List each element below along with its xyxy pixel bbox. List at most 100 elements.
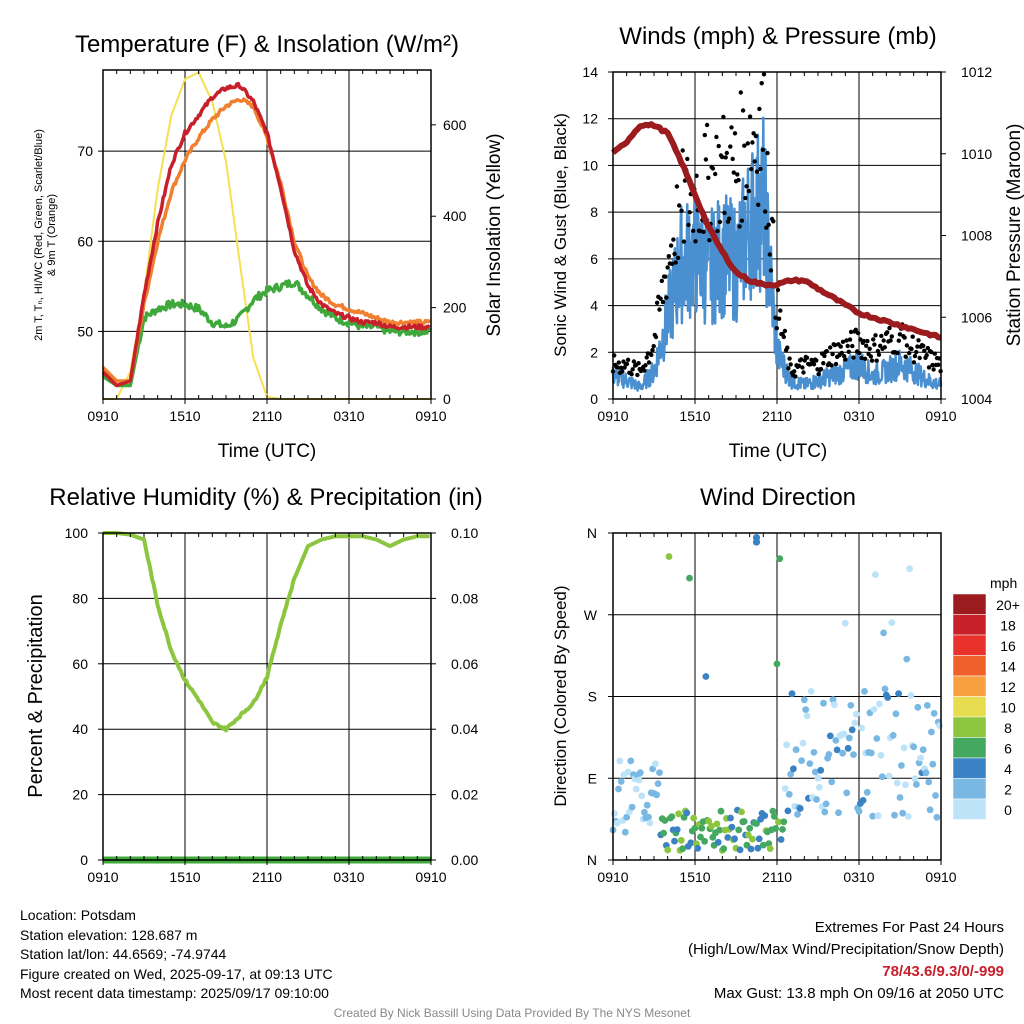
gust-point <box>643 363 648 368</box>
gust-point <box>873 333 878 338</box>
gust-point <box>930 362 935 368</box>
gust-point <box>720 154 725 160</box>
direction-point <box>794 811 801 818</box>
gust-point <box>832 342 838 348</box>
legend-swatch <box>952 593 987 615</box>
gust-point <box>792 369 797 374</box>
direction-point <box>891 811 898 819</box>
gust-point <box>745 141 750 146</box>
legend-swatch <box>952 778 987 800</box>
gust-point <box>642 368 647 373</box>
direction-point <box>858 724 866 732</box>
pressure-line <box>610 121 942 341</box>
gust-point <box>636 361 641 366</box>
direction-point <box>877 751 885 759</box>
direction-point <box>781 785 789 792</box>
direction-point <box>806 760 814 767</box>
x-tick-label: 0310 <box>333 869 364 885</box>
y2-tick-label: 0.10 <box>451 525 478 541</box>
x-tick-label: 2110 <box>762 408 792 424</box>
direction-point <box>881 685 889 693</box>
direction-point <box>907 692 915 699</box>
gust-point <box>816 371 821 377</box>
gust-point <box>801 370 806 375</box>
direction-point <box>649 765 656 773</box>
direction-point <box>816 783 823 791</box>
direction-point <box>671 837 678 845</box>
direction-point <box>776 555 784 563</box>
legend-label: 6 <box>1004 741 1012 757</box>
series-line <box>102 279 432 388</box>
gust-point <box>757 106 762 112</box>
gust-point <box>721 114 726 120</box>
gust-point <box>781 334 786 340</box>
gust-point <box>668 243 674 248</box>
max-gust-text: Max Gust: 13.8 mph On 09/16 at 2050 UTC <box>713 985 1004 1002</box>
direction-point <box>747 845 755 853</box>
recent-timestamp-text: Most recent data timestamp: 2025/09/17 0… <box>20 985 329 1001</box>
direction-point <box>638 792 646 800</box>
gust-point <box>830 351 835 357</box>
y-tick-label: 10 <box>582 157 598 173</box>
series-line <box>101 81 431 388</box>
gust-point <box>876 352 882 357</box>
gust-point <box>759 81 764 86</box>
gust-point <box>754 169 760 174</box>
direction-point <box>884 694 892 701</box>
temperature-title: Temperature (F) & Insolation (W/m²) <box>75 31 459 58</box>
direction-point <box>701 837 708 845</box>
direction-point <box>832 737 840 744</box>
legend-title: mph <box>990 575 1017 591</box>
gust-point <box>724 150 729 156</box>
gust-point <box>902 335 907 340</box>
direction-point <box>828 778 836 786</box>
direction-point <box>627 757 635 765</box>
y2-tick-label: 0.04 <box>451 721 478 737</box>
x-tick-label: 2110 <box>762 869 792 885</box>
direction-point <box>665 553 673 560</box>
x-tick-label: 1510 <box>679 869 710 885</box>
legend-label: 10 <box>1000 700 1016 716</box>
direction-point <box>904 813 912 820</box>
direction-point <box>852 710 860 718</box>
direction-point <box>769 807 777 815</box>
direction-point <box>661 817 669 824</box>
direction-point <box>822 800 830 808</box>
gust-point <box>707 238 712 243</box>
direction-point <box>611 810 618 817</box>
gust-point <box>903 354 908 359</box>
gust-point <box>833 361 839 367</box>
x-tick-label: 0910 <box>415 408 446 424</box>
direction-point <box>810 749 818 756</box>
winds-xlabel: Time (UTC) <box>729 441 828 462</box>
direction-point <box>746 824 754 832</box>
gust-point <box>691 228 696 233</box>
gust-point <box>867 346 872 351</box>
legend-swatch <box>952 757 987 779</box>
direction-point <box>761 812 769 820</box>
direction-point <box>855 807 863 815</box>
gust-point <box>664 295 669 300</box>
x-tick-label: 2110 <box>252 869 282 885</box>
direction-point <box>783 741 790 749</box>
gust-point <box>857 350 862 356</box>
gust-point <box>914 349 919 355</box>
direction-point <box>686 574 693 582</box>
direction-point <box>888 619 896 626</box>
gust-point <box>624 361 630 367</box>
direction-point <box>785 790 793 798</box>
direction-point <box>930 710 938 717</box>
gust-point <box>818 366 824 372</box>
gust-point <box>715 228 720 234</box>
gust-point <box>796 363 802 368</box>
gust-point <box>874 358 879 363</box>
direction-point <box>628 803 636 811</box>
legend-label: 0 <box>1004 802 1012 818</box>
direction-point <box>675 810 682 818</box>
gust-point <box>701 229 706 234</box>
x-tick-label: 1510 <box>169 408 200 424</box>
y-tick-label: 100 <box>65 525 89 541</box>
gust-point <box>855 330 861 336</box>
gust-point <box>879 333 884 339</box>
